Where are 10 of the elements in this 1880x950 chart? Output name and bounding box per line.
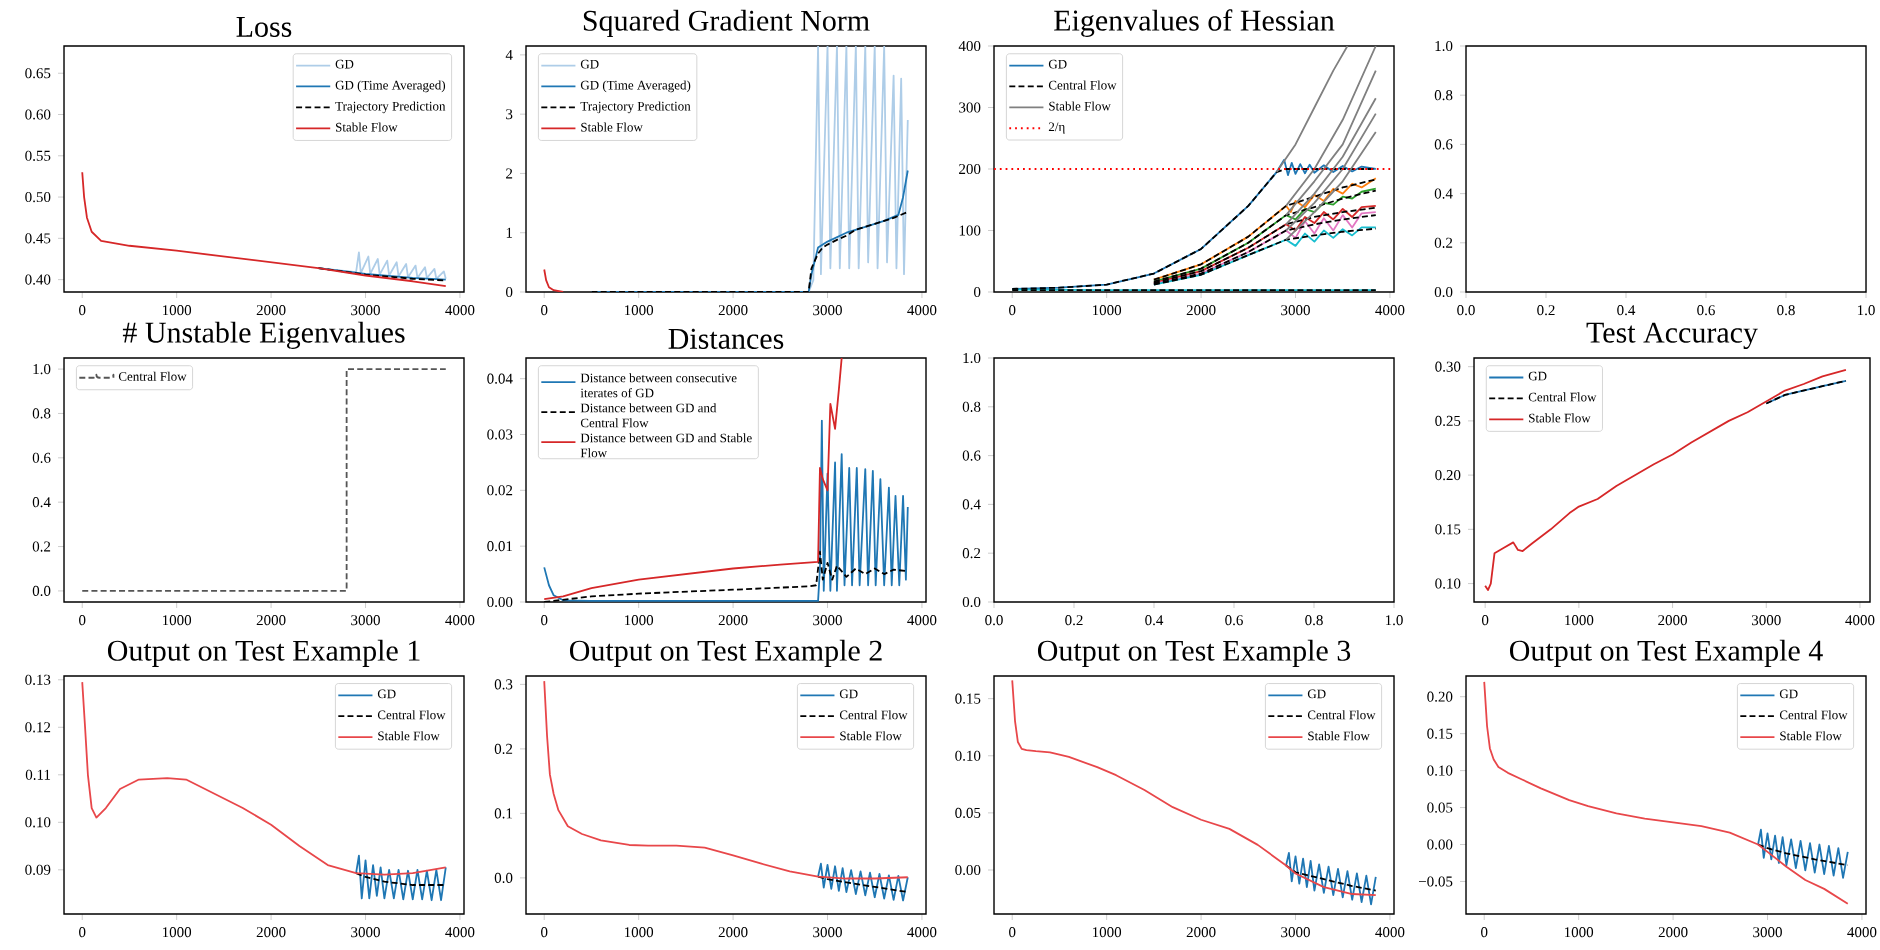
chart-title: Output on Test Example 3 xyxy=(1037,639,1351,667)
chart-title: Distances xyxy=(668,328,784,349)
chart-title: Test Accuracy xyxy=(1586,322,1758,349)
chart-title: Loss xyxy=(236,17,292,37)
chart-title: Squared Gradient Norm xyxy=(583,9,870,37)
chart-title: Output on Test Example 4 xyxy=(1509,639,1823,667)
chart-title: Eigenvalues of Hessian xyxy=(1054,9,1335,37)
chart-title: Output on Test Example 1 xyxy=(107,639,420,667)
chart-title: # Unstable Eigenvalues xyxy=(122,321,405,349)
chart-title: Output on Test Example 2 xyxy=(569,639,882,667)
